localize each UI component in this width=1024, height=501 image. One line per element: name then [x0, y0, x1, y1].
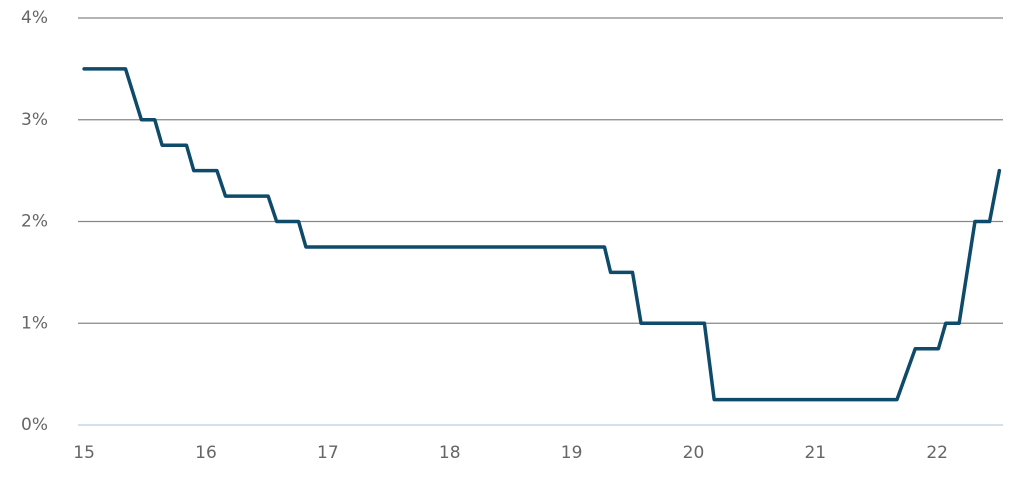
- y-tick-label: 3%: [21, 110, 48, 130]
- x-tick-label: 19: [561, 443, 583, 463]
- x-tick-label: 16: [195, 443, 217, 463]
- y-tick-label: 1%: [21, 313, 48, 333]
- x-tick-label: 15: [73, 443, 95, 463]
- y-tick-label: 2%: [21, 212, 48, 232]
- y-tick-label: 0%: [21, 415, 48, 435]
- x-tick-label: 21: [804, 443, 826, 463]
- x-tick-label: 20: [683, 443, 705, 463]
- x-tick-label: 17: [317, 443, 339, 463]
- x-tick-label: 22: [926, 443, 948, 463]
- x-tick-label: 18: [439, 443, 461, 463]
- data-line: [82, 67, 1002, 402]
- y-tick-label: 4%: [21, 8, 48, 28]
